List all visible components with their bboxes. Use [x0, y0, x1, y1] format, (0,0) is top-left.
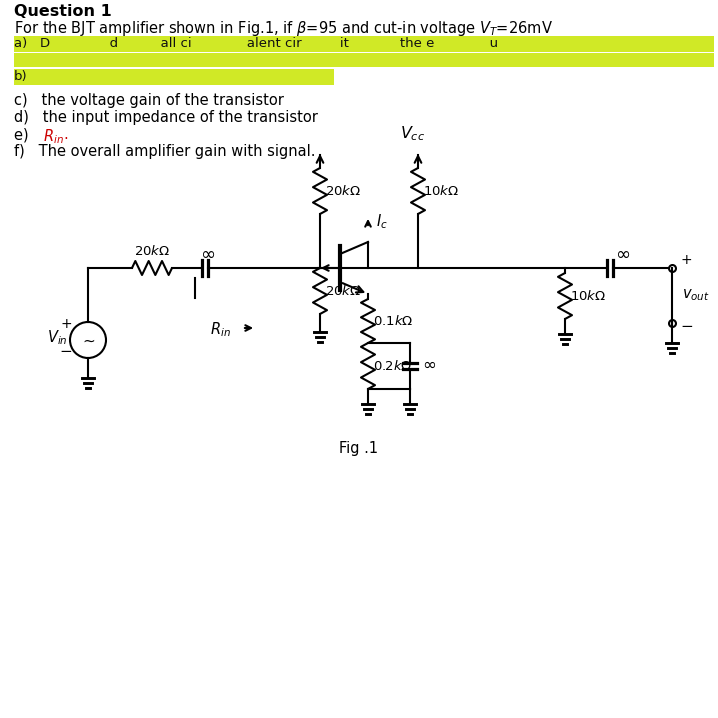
Text: $I_c$: $I_c$ — [376, 213, 388, 231]
Text: +: + — [60, 317, 72, 331]
Text: $20k\Omega$: $20k\Omega$ — [325, 184, 361, 198]
Text: d)   the input impedance of the transistor: d) the input impedance of the transistor — [14, 110, 318, 125]
Text: $\infty$: $\infty$ — [615, 245, 630, 263]
Text: $\sim$: $\sim$ — [80, 332, 96, 348]
Text: $R_{in}$: $R_{in}$ — [43, 127, 64, 146]
Text: e): e) — [14, 127, 42, 142]
Text: $\infty$: $\infty$ — [422, 355, 436, 373]
Text: b): b) — [14, 70, 27, 83]
Text: $v_{out}$: $v_{out}$ — [682, 288, 709, 303]
Text: +: + — [680, 253, 691, 267]
Bar — [14, 36, 714, 52]
Text: $20k\Omega$: $20k\Omega$ — [134, 244, 170, 258]
Text: f)   The overall amplifier gain with signal.: f) The overall amplifier gain with signa… — [14, 144, 315, 159]
Bar — [14, 53, 714, 67]
Text: $-$: $-$ — [680, 317, 693, 332]
Text: $20k\Omega$: $20k\Omega$ — [325, 284, 361, 298]
Text: $V_{cc}$: $V_{cc}$ — [400, 124, 425, 143]
Text: .: . — [63, 127, 67, 142]
Text: a)   D              d          all ci             alent cir         it          : a) D d all ci alent cir it — [14, 37, 498, 50]
Text: $V_{in}$: $V_{in}$ — [47, 329, 68, 348]
Text: Fig .1: Fig .1 — [340, 441, 378, 456]
Text: Question 1: Question 1 — [14, 4, 112, 19]
Text: $10k\Omega$: $10k\Omega$ — [570, 289, 606, 303]
Text: c)   the voltage gain of the transistor: c) the voltage gain of the transistor — [14, 93, 284, 108]
Text: $0.1k\Omega$: $0.1k\Omega$ — [373, 314, 414, 328]
Text: $10k\Omega$: $10k\Omega$ — [423, 184, 459, 198]
Text: For the BJT amplifier shown in Fig.1, if $\beta$=95 and cut-in voltage $V_T$=26m: For the BJT amplifier shown in Fig.1, if… — [14, 19, 553, 38]
Bar — [14, 69, 334, 85]
Text: $0.2k\Omega$: $0.2k\Omega$ — [373, 359, 413, 373]
Text: $-$: $-$ — [60, 342, 73, 357]
Text: $\infty$: $\infty$ — [200, 245, 215, 263]
Text: $R_{in}$: $R_{in}$ — [210, 321, 230, 340]
